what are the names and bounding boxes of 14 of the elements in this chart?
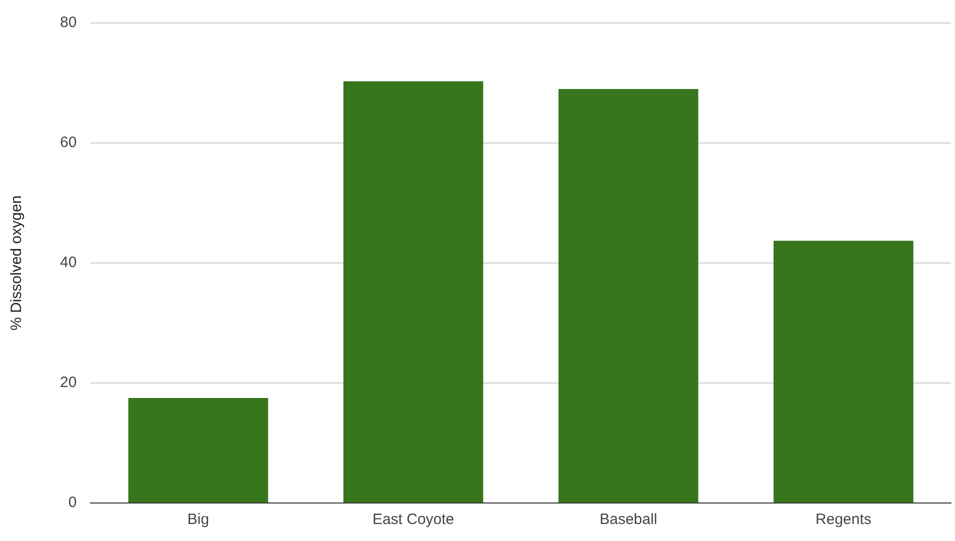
y-tick-label: 0 xyxy=(68,494,77,512)
bar xyxy=(128,398,268,502)
bar xyxy=(343,81,484,502)
x-tick-label: Big xyxy=(187,511,210,528)
y-tick-label: 20 xyxy=(60,374,77,392)
x-tick-label: Regents xyxy=(816,511,872,528)
y-tick-label: 40 xyxy=(60,254,77,272)
x-tick-label: Baseball xyxy=(600,511,658,528)
y-tick-label: 80 xyxy=(60,14,77,32)
bar xyxy=(774,240,914,502)
y-axis-title: % Dissolved oxygen xyxy=(8,195,26,331)
y-tick-label: 60 xyxy=(60,134,77,152)
x-tick-label: East Coyote xyxy=(372,511,454,528)
bar xyxy=(558,89,698,502)
